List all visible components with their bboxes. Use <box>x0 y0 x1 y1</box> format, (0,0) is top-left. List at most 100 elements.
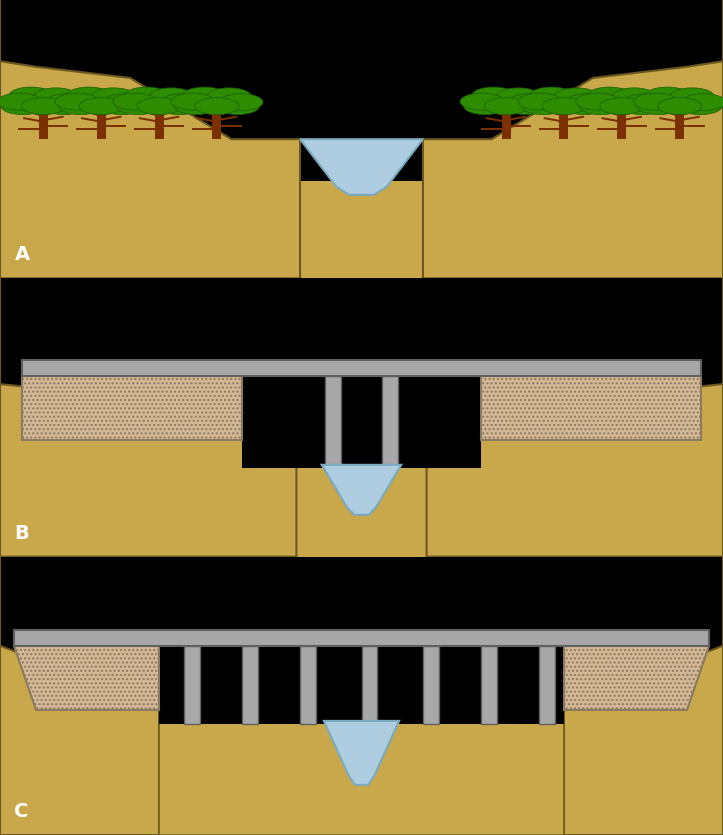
Circle shape <box>116 98 161 114</box>
Polygon shape <box>324 721 399 785</box>
Circle shape <box>46 94 90 110</box>
Circle shape <box>579 98 623 114</box>
Bar <box>242 645 258 724</box>
Circle shape <box>576 94 620 110</box>
Polygon shape <box>0 278 296 557</box>
Circle shape <box>182 87 226 104</box>
Bar <box>481 645 497 724</box>
Bar <box>325 376 341 468</box>
Circle shape <box>195 93 239 109</box>
Circle shape <box>633 94 677 110</box>
Circle shape <box>658 93 701 109</box>
Circle shape <box>9 87 53 104</box>
Circle shape <box>624 94 668 110</box>
Circle shape <box>658 98 701 114</box>
Circle shape <box>158 98 202 114</box>
Text: A: A <box>14 245 30 265</box>
Circle shape <box>620 98 664 114</box>
Polygon shape <box>300 139 423 195</box>
Bar <box>242 376 481 468</box>
Circle shape <box>171 94 215 110</box>
Bar <box>0 468 723 557</box>
Polygon shape <box>0 557 159 835</box>
Circle shape <box>22 93 65 109</box>
Circle shape <box>174 98 218 114</box>
Circle shape <box>80 93 123 109</box>
Circle shape <box>472 87 515 104</box>
Circle shape <box>34 88 78 104</box>
Bar <box>560 110 568 139</box>
Circle shape <box>505 98 549 114</box>
Bar <box>617 110 626 139</box>
Circle shape <box>682 94 723 110</box>
Circle shape <box>460 94 504 110</box>
Bar <box>14 630 709 645</box>
Circle shape <box>55 94 99 110</box>
Circle shape <box>587 87 631 104</box>
Bar <box>423 645 439 724</box>
Polygon shape <box>159 710 564 835</box>
Circle shape <box>125 87 168 104</box>
Bar <box>382 376 398 468</box>
Circle shape <box>59 98 103 114</box>
Circle shape <box>137 98 181 114</box>
Polygon shape <box>423 0 723 278</box>
Circle shape <box>208 88 252 104</box>
Circle shape <box>521 98 565 114</box>
Circle shape <box>1 98 45 114</box>
Circle shape <box>612 88 656 104</box>
Polygon shape <box>14 645 159 710</box>
Bar <box>97 110 106 139</box>
Circle shape <box>637 98 681 114</box>
Circle shape <box>518 94 562 110</box>
Circle shape <box>529 87 573 104</box>
Bar <box>159 645 564 724</box>
Bar <box>0 181 723 278</box>
Polygon shape <box>481 376 701 440</box>
Text: B: B <box>14 524 29 543</box>
Circle shape <box>566 94 610 110</box>
Polygon shape <box>22 376 242 440</box>
Circle shape <box>80 98 123 114</box>
Circle shape <box>219 94 263 110</box>
Circle shape <box>542 98 586 114</box>
Circle shape <box>42 98 86 114</box>
Circle shape <box>215 98 260 114</box>
Bar <box>675 110 684 139</box>
Circle shape <box>150 88 193 104</box>
Text: C: C <box>14 802 29 821</box>
Circle shape <box>92 88 136 104</box>
Polygon shape <box>564 557 723 835</box>
Bar <box>39 110 48 139</box>
Circle shape <box>22 98 65 114</box>
Bar <box>22 361 701 376</box>
Circle shape <box>113 94 157 110</box>
Circle shape <box>195 98 239 114</box>
Bar <box>184 645 200 724</box>
Polygon shape <box>0 0 300 278</box>
Circle shape <box>555 88 599 104</box>
Circle shape <box>600 93 643 109</box>
Circle shape <box>508 94 552 110</box>
Circle shape <box>646 87 689 104</box>
Circle shape <box>161 94 205 110</box>
Bar <box>300 645 316 724</box>
Circle shape <box>103 94 147 110</box>
Circle shape <box>670 88 714 104</box>
Bar <box>362 645 377 724</box>
Bar <box>502 110 510 139</box>
Circle shape <box>600 98 643 114</box>
Circle shape <box>542 93 586 109</box>
Circle shape <box>484 98 528 114</box>
Circle shape <box>678 98 722 114</box>
Circle shape <box>100 98 144 114</box>
Circle shape <box>0 94 41 110</box>
Bar <box>155 110 163 139</box>
Polygon shape <box>322 465 401 515</box>
Bar <box>539 645 555 724</box>
Circle shape <box>497 88 541 104</box>
Polygon shape <box>427 278 723 557</box>
Circle shape <box>67 87 111 104</box>
Circle shape <box>484 93 528 109</box>
Circle shape <box>463 98 508 114</box>
